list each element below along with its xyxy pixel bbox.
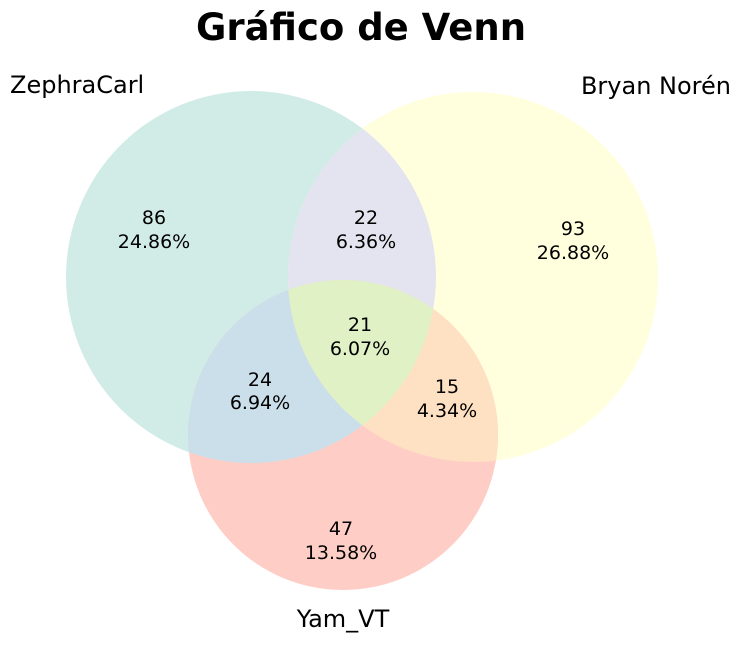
region-bc-count: 15 <box>435 376 459 398</box>
set-label-yam-vt: Yam_VT <box>296 605 390 633</box>
region-abc-percent: 6.07% <box>330 338 390 360</box>
region-b-only-count: 93 <box>561 218 585 240</box>
region-abc-count: 21 <box>348 314 372 336</box>
chart-title: Gráfico de Venn <box>196 6 526 49</box>
region-ab-count: 22 <box>354 207 378 229</box>
region-c-only-percent: 13.58% <box>305 542 377 564</box>
region-bc-percent: 4.34% <box>417 400 477 422</box>
region-ac-percent: 6.94% <box>230 392 290 414</box>
region-a-only-count: 86 <box>142 207 166 229</box>
region-ac-count: 24 <box>248 369 272 391</box>
region-b-only-percent: 26.88% <box>537 242 609 264</box>
region-ab-percent: 6.36% <box>336 231 396 253</box>
set-label-bryan-noren: Bryan Norén <box>581 72 731 100</box>
region-c-only-count: 47 <box>329 518 353 540</box>
set-label-zephracarl: ZephraCarl <box>10 71 144 99</box>
region-a-only-percent: 24.86% <box>118 231 190 253</box>
